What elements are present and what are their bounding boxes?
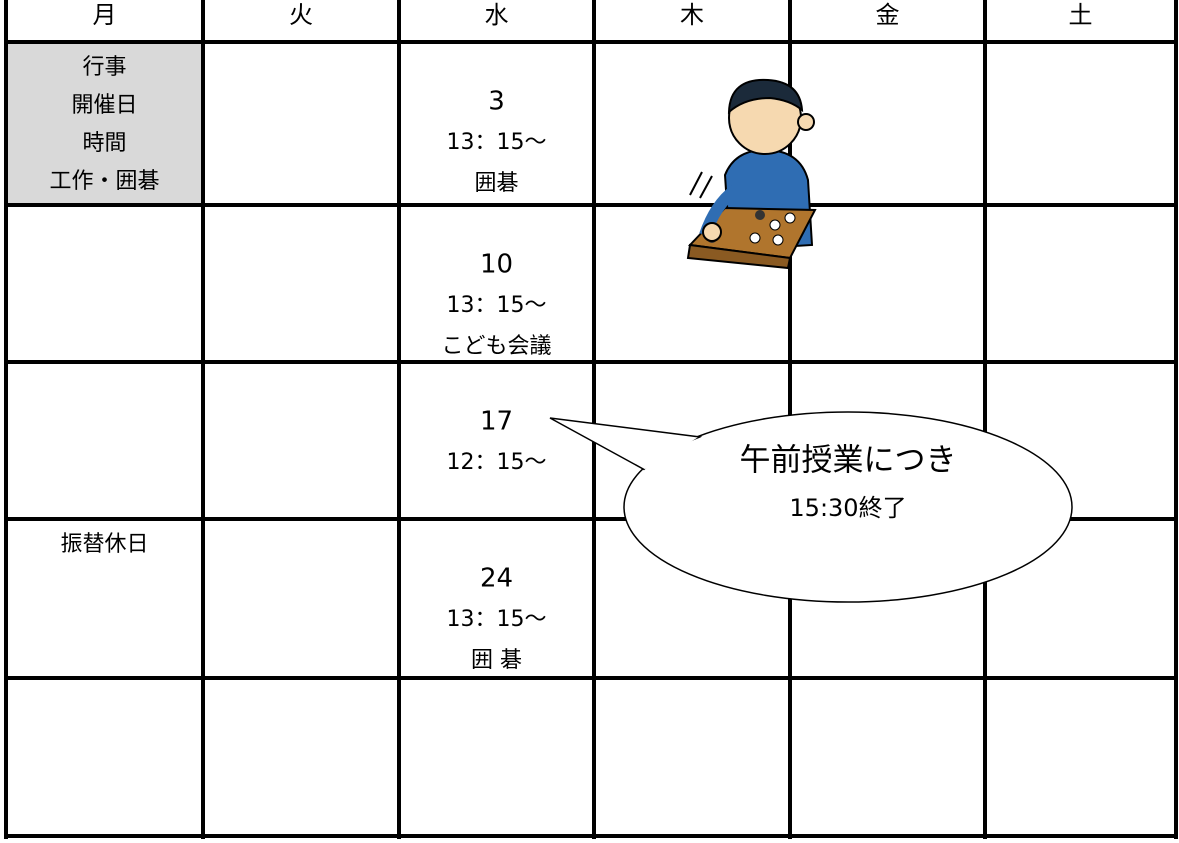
date-number: 24 [480, 564, 513, 594]
date-number: 10 [480, 250, 513, 280]
cell-text: 工作・囲碁 [49, 169, 159, 194]
cell-text: 13：15～ [447, 130, 547, 155]
day-header: 月 [93, 1, 117, 29]
cell-text: 振替休日 [60, 532, 148, 557]
cell-text: 時間 [82, 131, 126, 156]
callout-text: 午前授業につき [740, 443, 957, 479]
cell-text: こども会議 [441, 334, 551, 359]
day-header: 土 [1069, 1, 1093, 29]
cell-text: 囲 碁 [471, 648, 522, 673]
day-header: 金 [876, 1, 900, 29]
speech-bubble [549, 411, 1073, 603]
date-number: 3 [488, 87, 505, 117]
callout-text: 15:30終了 [789, 494, 906, 522]
go-player-illustration [686, 78, 817, 270]
cell-text: 囲碁 [474, 171, 518, 196]
cell-text: 13：15～ [447, 293, 547, 318]
cell-text: 行事 [82, 55, 126, 80]
legend-cell-bg [8, 44, 202, 204]
date-number: 17 [480, 407, 513, 437]
cell-text: 13：15～ [447, 607, 547, 632]
day-header: 木 [680, 1, 704, 29]
day-header: 水 [485, 1, 509, 29]
cell-text: 12：15～ [447, 450, 547, 475]
day-header: 火 [289, 1, 313, 29]
cell-text: 開催日 [71, 93, 137, 118]
